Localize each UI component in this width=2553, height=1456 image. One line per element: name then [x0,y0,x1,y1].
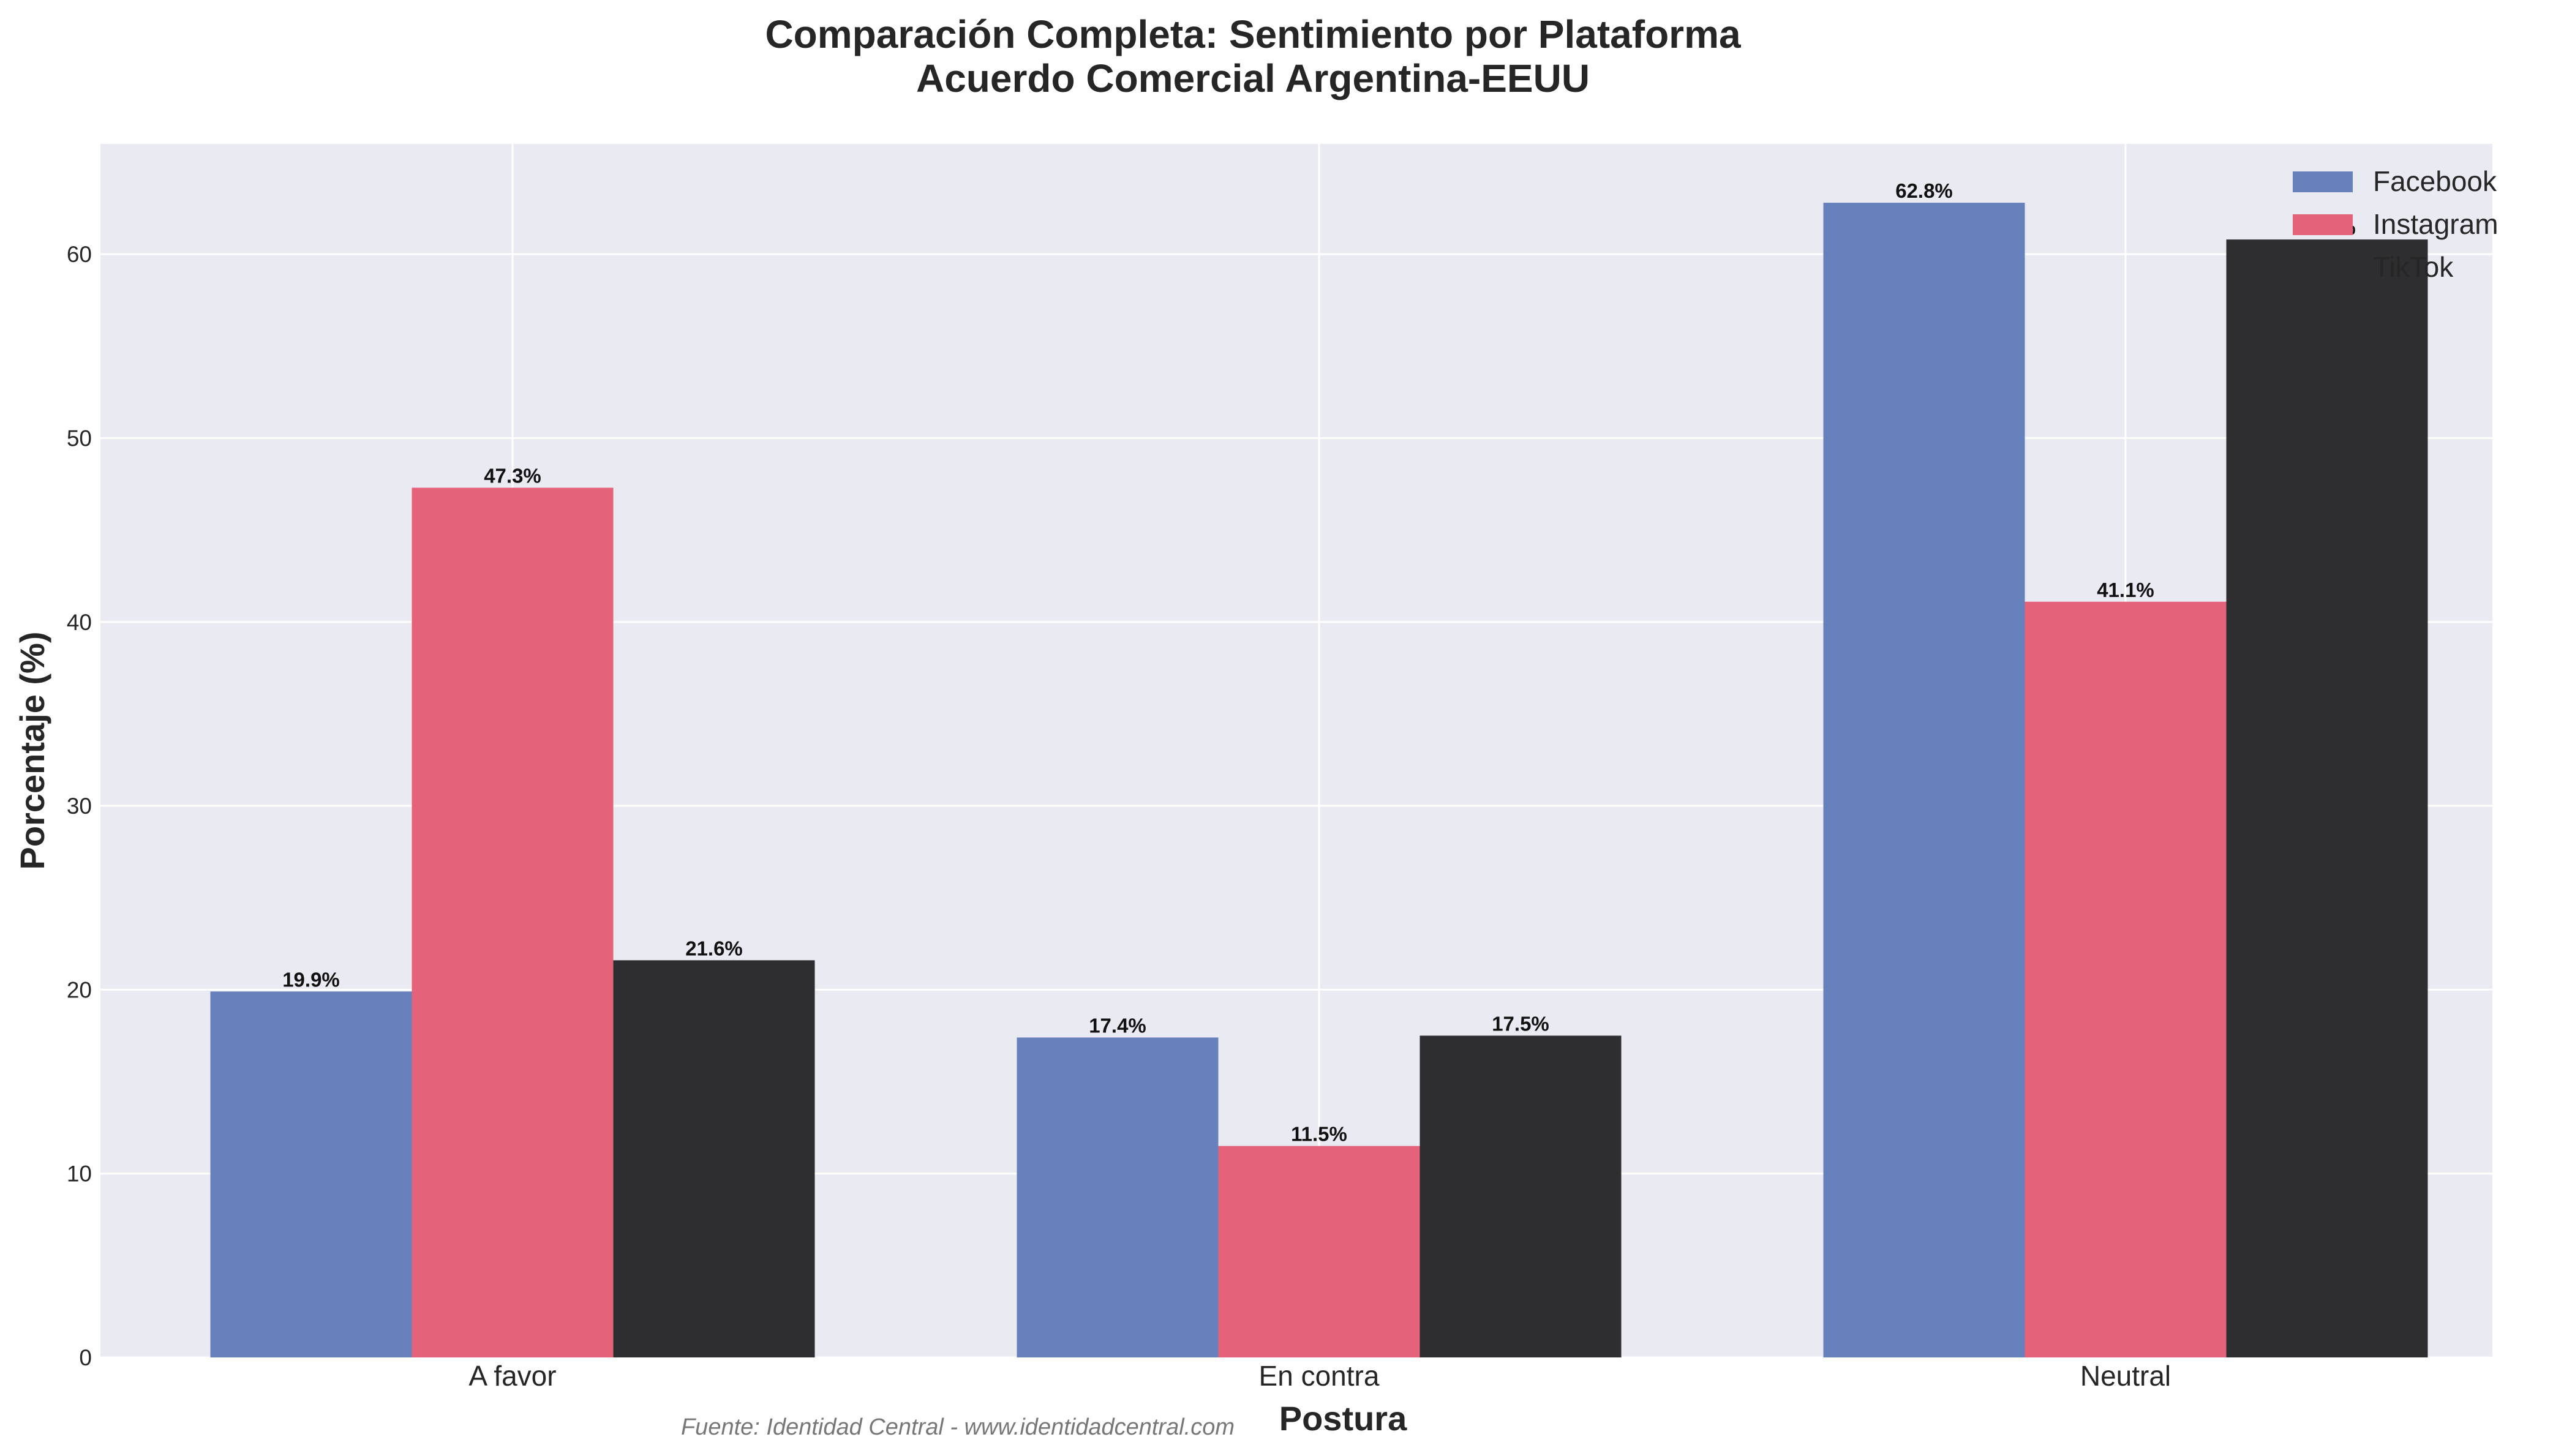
x-tick-1: En contra [1259,1360,1380,1392]
data-label-tiktok-0: 21.6% [685,937,743,959]
bars [210,203,2428,1358]
legend-label-instagram: Instagram [2373,208,2498,240]
bar-facebook-1 [1017,1037,1219,1357]
chart-title-line-2: Acuerdo Comercial Argentina-EEUU [916,56,1590,100]
data-label-facebook-0: 19.9% [282,968,340,991]
data-label-facebook-1: 17.4% [1089,1014,1146,1037]
bar-tiktok-1 [1419,1035,1622,1357]
data-label-tiktok-1: 17.5% [1492,1012,1549,1035]
y-tick-30: 30 [67,794,92,819]
data-label-instagram-2: 41.1% [2097,579,2154,601]
bar-tiktok-0 [613,960,815,1357]
x-tick-2: Neutral [2080,1360,2171,1392]
bar-instagram-0 [412,487,614,1357]
bar-facebook-0 [210,991,412,1357]
bar-tiktok-2 [2226,239,2428,1357]
y-tick-10: 10 [67,1161,92,1187]
data-label-instagram-0: 47.3% [484,465,541,487]
source-note: Fuente: Identidad Central - www.identida… [681,1414,1235,1440]
x-axis-label: Postura [1279,1399,1407,1438]
x-axis-ticks: A favor En contra Neutral [468,1360,2171,1392]
y-tick-0: 0 [79,1345,92,1370]
legend: Facebook Instagram TikTok [2293,165,2498,283]
y-tick-20: 20 [67,977,92,1002]
chart-title-line-1: Comparación Completa: Sentimiento por Pl… [765,12,1741,56]
legend-swatch-facebook [2293,171,2353,192]
legend-label-facebook: Facebook [2373,165,2497,197]
data-label-instagram-1: 11.5% [1291,1123,1347,1146]
bar-instagram-2 [2025,601,2227,1357]
y-tick-40: 40 [67,610,92,635]
y-tick-50: 50 [67,426,92,451]
legend-swatch-tiktok [2293,257,2353,278]
y-axis-label: Porcentaje (%) [13,632,51,870]
y-tick-60: 60 [67,242,92,267]
bar-facebook-2 [1823,203,2025,1358]
legend-label-tiktok: TikTok [2373,251,2454,283]
x-tick-0: A favor [468,1360,556,1392]
legend-swatch-instagram [2293,214,2353,235]
bar-instagram-1 [1218,1146,1420,1357]
y-axis-ticks: 0 10 20 30 40 50 60 [67,242,92,1370]
data-label-facebook-2: 62.8% [1895,179,1953,202]
